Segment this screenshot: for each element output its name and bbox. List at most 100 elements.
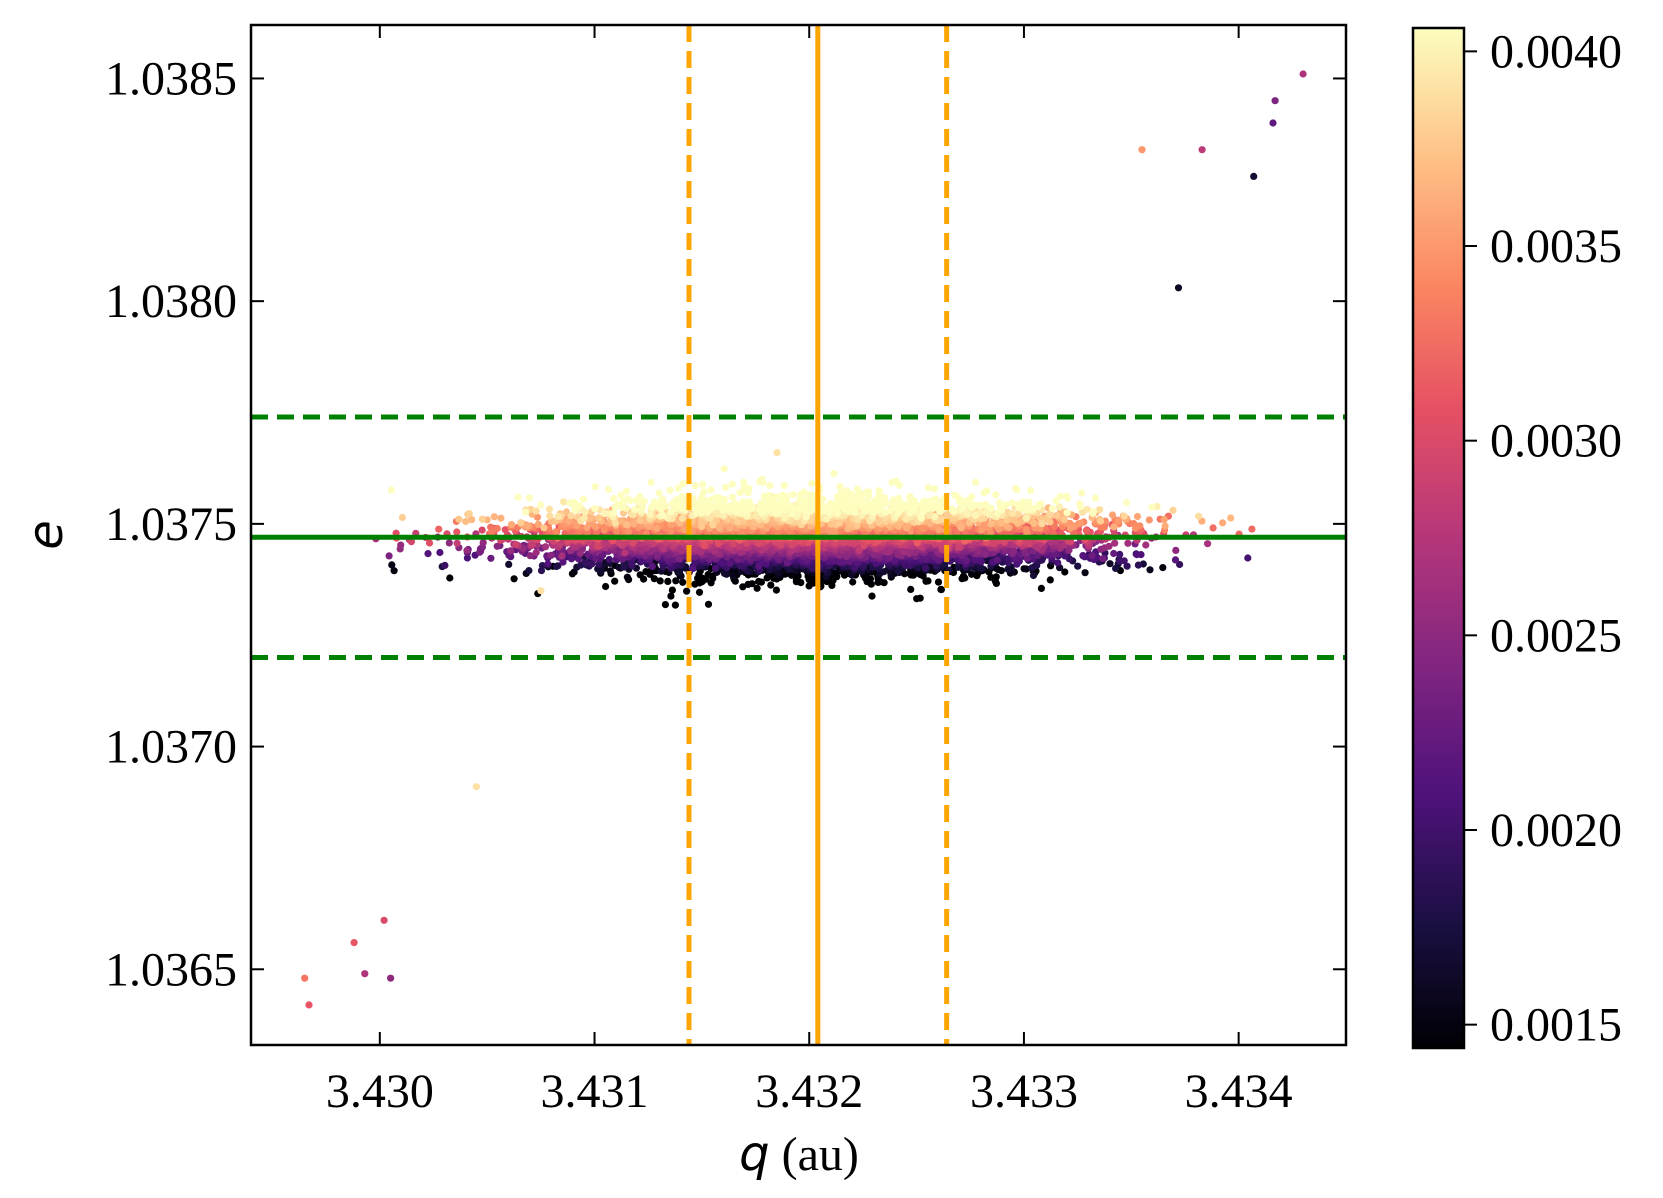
scatter-point: [934, 578, 943, 586]
scatter-point: [390, 567, 398, 575]
scatter-point: [512, 540, 520, 549]
scatter-point: [707, 579, 715, 587]
scatter-point: [558, 552, 566, 560]
scatter-point: [361, 970, 369, 978]
scatter-point: [667, 592, 675, 600]
scatter-point: [916, 594, 924, 602]
scatter-point: [1079, 552, 1087, 560]
scatter-point: [921, 564, 929, 572]
scatter-point: [1037, 584, 1045, 593]
scatter-point: [993, 565, 1001, 573]
scatter-point: [463, 546, 471, 555]
scatter-point: [532, 548, 540, 557]
scatter-point: [755, 562, 763, 570]
scatter-point: [734, 555, 742, 563]
scatter-point: [992, 573, 1000, 581]
scatter-point: [1124, 539, 1132, 547]
scatter-point: [1159, 564, 1167, 572]
scatter-point: [1004, 565, 1012, 573]
scatter-point: [907, 585, 915, 594]
scatter-point: [436, 548, 444, 557]
scatter-point: [668, 586, 677, 594]
scatter-point: [1172, 546, 1180, 555]
scatter-point: [906, 562, 914, 570]
scatter-point: [1110, 549, 1118, 558]
scatter-point: [627, 559, 636, 567]
scatter-point: [650, 575, 658, 583]
scatter-point: [602, 582, 610, 591]
scatter-point: [699, 577, 707, 585]
scatter-point: [1081, 569, 1089, 577]
scatter-point: [1120, 557, 1128, 565]
scatter-point: [385, 552, 393, 560]
scatter-point: [805, 582, 813, 590]
scatter-point: [695, 588, 704, 596]
scatter-point: [755, 577, 763, 586]
scatter-point: [739, 583, 747, 591]
scatter-point: [620, 563, 628, 571]
scatter-point: [1028, 564, 1036, 572]
scatter-point: [661, 601, 670, 609]
scatter-point: [808, 564, 816, 572]
scatter-point: [772, 586, 781, 594]
scatter-point: [876, 578, 884, 586]
scatter-point: [441, 561, 449, 570]
scatter-point: [554, 562, 562, 570]
scatter-point: [479, 539, 487, 547]
scatter-point: [453, 539, 461, 547]
scatter-point: [671, 601, 680, 609]
scatter-point: [537, 567, 546, 575]
scatter-point: [1146, 566, 1154, 574]
scatter-point: [1198, 146, 1206, 154]
scatter-point: [388, 561, 396, 569]
scatter-point: [726, 559, 734, 568]
scatter-point: [611, 577, 619, 585]
scatter-point: [1111, 539, 1119, 547]
scatter-point: [937, 585, 945, 594]
scatter-point: [664, 577, 672, 586]
scatter-point: [606, 567, 615, 575]
scatter-point: [1038, 556, 1046, 564]
scatter-point: [648, 562, 656, 571]
scatter-point: [1244, 554, 1252, 562]
scatter-point: [981, 550, 989, 559]
scatter-point: [1176, 560, 1184, 569]
scatter-point: [1046, 576, 1054, 584]
scatter-point: [729, 572, 738, 581]
scatter-point: [1204, 540, 1212, 548]
scatter-point: [1250, 172, 1258, 180]
scatter-point: [493, 542, 501, 550]
scatter-point: [753, 584, 761, 592]
scatter-point: [675, 555, 684, 563]
scatter-point: [621, 549, 629, 557]
scatter-point: [446, 574, 454, 582]
scatter-point: [880, 568, 888, 576]
scatter-point: [695, 571, 703, 579]
scatter-point: [672, 577, 680, 585]
scatter-point: [767, 581, 775, 589]
scatter-point: [387, 974, 395, 982]
scatter-point: [1174, 284, 1183, 292]
scatter-point: [894, 568, 902, 576]
scatter-point: [787, 571, 796, 579]
scatter-point: [1171, 556, 1180, 564]
scatter-point: [1106, 560, 1114, 568]
scatter-point: [507, 547, 515, 555]
scatter-point: [1061, 568, 1069, 576]
scatter-point: [615, 563, 623, 571]
scatter-point: [993, 556, 1001, 564]
scatter-point: [525, 567, 533, 575]
scatter-point: [656, 577, 664, 585]
scatter-point: [636, 571, 644, 579]
scatter-point: [900, 548, 908, 556]
scatter-point: [679, 578, 687, 586]
scatter-point: [505, 560, 513, 569]
scatter-point: [683, 587, 691, 595]
scatter-point: [1134, 561, 1142, 569]
scatter-point: [1029, 571, 1038, 580]
scatter-point: [1112, 564, 1120, 573]
scatter-point: [1020, 565, 1028, 573]
scatter-point: [720, 569, 729, 578]
scatter-point: [542, 543, 550, 551]
